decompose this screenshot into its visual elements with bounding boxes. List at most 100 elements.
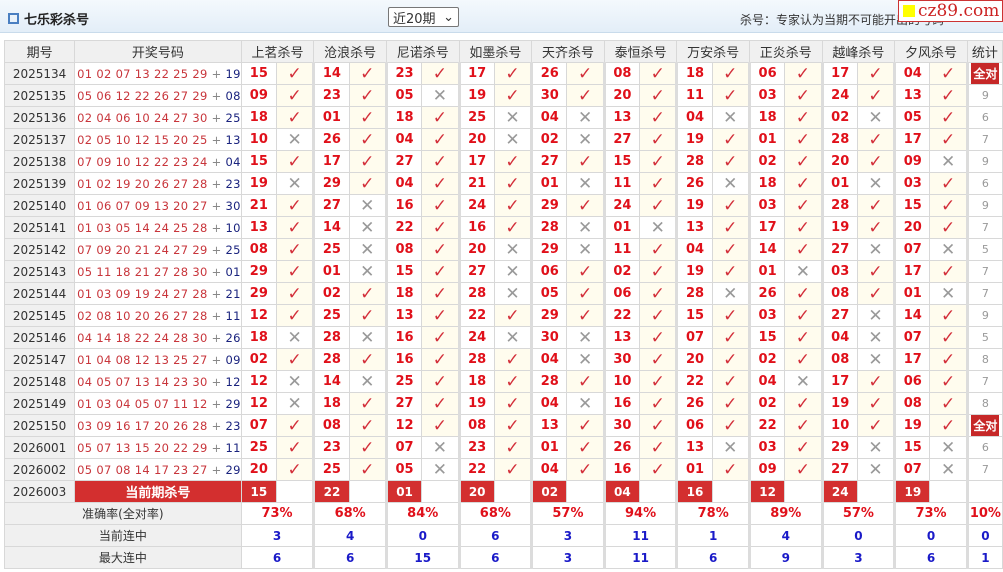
plus-sign: + — [211, 176, 226, 191]
period-select[interactable]: 近20期 ⌄ — [388, 7, 459, 27]
kill-number: 30 — [530, 326, 568, 349]
kill-number: 17 — [893, 128, 931, 151]
kill-number: 13 — [675, 436, 713, 459]
check-icon: ✓ — [638, 370, 678, 393]
check-icon: ✓ — [421, 414, 460, 437]
accuracy-row-label: 准确率(全对率) — [4, 502, 242, 525]
check-icon: ✓ — [275, 106, 315, 129]
draw-ball: 01 — [77, 396, 93, 411]
col-header-expert: 沧浪杀号 — [313, 40, 387, 63]
issue-number: 2026001 — [3, 436, 76, 459]
kill-number: 18 — [384, 282, 423, 305]
draw-numbers: 05 07 13 15 20 22 29 + 11 — [74, 436, 242, 459]
current-kill-number: 16 — [675, 480, 713, 503]
kill-number: 07 — [893, 326, 931, 349]
check-icon: ✓ — [711, 194, 750, 217]
cross-icon: ✕ — [348, 194, 387, 217]
draw-ball: 02 — [96, 66, 112, 81]
check-icon: ✓ — [348, 414, 387, 437]
kill-number: 19 — [457, 84, 495, 107]
draw-ball: 29 — [192, 440, 208, 455]
kill-number: 04 — [747, 370, 786, 393]
draw-ball: 07 — [96, 440, 112, 455]
check-icon: ✓ — [856, 128, 896, 151]
kill-number: 23 — [312, 84, 350, 107]
check-icon: ✓ — [348, 436, 387, 459]
row-stat: 8 — [965, 348, 1003, 371]
accuracy-row-value: 68% — [312, 502, 387, 525]
kill-number: 10 — [602, 370, 641, 393]
kill-number: 28 — [530, 216, 568, 239]
kill-number: 08 — [893, 392, 931, 415]
check-icon: ✓ — [421, 216, 460, 239]
draw-numbers: 01 03 09 19 24 27 28 + 21 — [74, 282, 242, 305]
table-row: 2025148 04 05 07 13 14 23 30 + 12 12 ✕ 14 ✕ 25… — [3, 370, 1003, 393]
kill-number: 13 — [530, 414, 568, 437]
check-icon: ✓ — [784, 414, 823, 437]
col-header-issue: 期号 — [3, 40, 76, 63]
check-icon: ✓ — [929, 304, 968, 327]
kill-number: 13 — [602, 326, 641, 349]
cross-icon: ✕ — [566, 326, 605, 349]
cross-icon: ✕ — [566, 106, 605, 129]
draw-numbers: 01 06 07 09 13 20 27 + 30 — [74, 194, 242, 217]
issue-number: 2025145 — [3, 304, 76, 327]
draw-numbers: 05 06 12 22 26 27 29 + 08 — [74, 84, 242, 107]
kill-number: 18 — [675, 62, 713, 85]
draw-ball: 20 — [173, 198, 189, 213]
kill-number: 15 — [893, 436, 931, 459]
kill-number: 04 — [675, 238, 713, 261]
kill-number: 21 — [457, 172, 495, 195]
draw-ball: 27 — [192, 462, 208, 477]
accuracy-row-value: 57% — [820, 502, 896, 525]
kill-number: 10 — [820, 414, 858, 437]
draw-ball: 05 — [115, 220, 131, 235]
draw-ball: 29 — [192, 66, 208, 81]
cross-icon: ✕ — [929, 150, 968, 173]
current-streak-row-value: 11 — [602, 524, 678, 547]
empty-cell — [711, 480, 750, 503]
kill-number: 17 — [820, 62, 858, 85]
draw-numbers: 03 09 16 17 20 26 28 + 23 — [74, 414, 242, 437]
max-streak-row-stat: 1 — [965, 546, 1003, 569]
issue-number: 2025148 — [3, 370, 76, 393]
check-icon: ✓ — [929, 84, 968, 107]
draw-ball: 20 — [134, 308, 150, 323]
draw-ball: 22 — [134, 330, 150, 345]
kill-number: 29 — [240, 260, 277, 283]
check-icon: ✓ — [711, 238, 750, 261]
check-icon: ✓ — [566, 436, 605, 459]
kill-number: 12 — [240, 370, 277, 393]
draw-ball: 12 — [134, 154, 150, 169]
draw-ball: 09 — [96, 154, 112, 169]
kill-number: 24 — [820, 84, 858, 107]
draw-ball: 27 — [173, 176, 189, 191]
kill-number: 27 — [602, 128, 641, 151]
draw-ball: 17 — [153, 462, 170, 477]
kill-number: 16 — [384, 326, 423, 349]
plus-sign: + — [211, 88, 226, 103]
kill-number: 22 — [457, 458, 495, 481]
empty-cell — [493, 480, 533, 503]
draw-ball: 24 — [153, 220, 170, 235]
check-icon: ✓ — [566, 370, 605, 393]
check-icon: ✓ — [348, 282, 387, 305]
current-issue: 2026003 — [3, 480, 76, 503]
draw-ball: 23 — [173, 154, 189, 169]
issue-number: 2025150 — [3, 414, 76, 437]
max-streak-row-value: 9 — [747, 546, 823, 569]
kill-number: 10 — [240, 128, 277, 151]
kill-number: 27 — [820, 304, 858, 327]
kill-number: 04 — [384, 128, 423, 151]
kill-number: 26 — [747, 282, 786, 305]
current-kill-number: 12 — [747, 480, 786, 503]
table-row: 2025149 01 03 04 05 07 11 12 + 29 12 ✕ 18 ✓ 27… — [3, 392, 1003, 415]
empty-cell — [421, 480, 460, 503]
kill-number: 26 — [675, 392, 713, 415]
draw-numbers: 05 07 08 14 17 23 27 + 29 — [74, 458, 242, 481]
special-ball: 11 — [225, 308, 241, 323]
check-icon: ✓ — [275, 84, 315, 107]
special-ball: 10 — [225, 220, 241, 235]
plus-sign: + — [211, 462, 226, 477]
max-streak-row-label: 最大连中 — [4, 546, 242, 569]
